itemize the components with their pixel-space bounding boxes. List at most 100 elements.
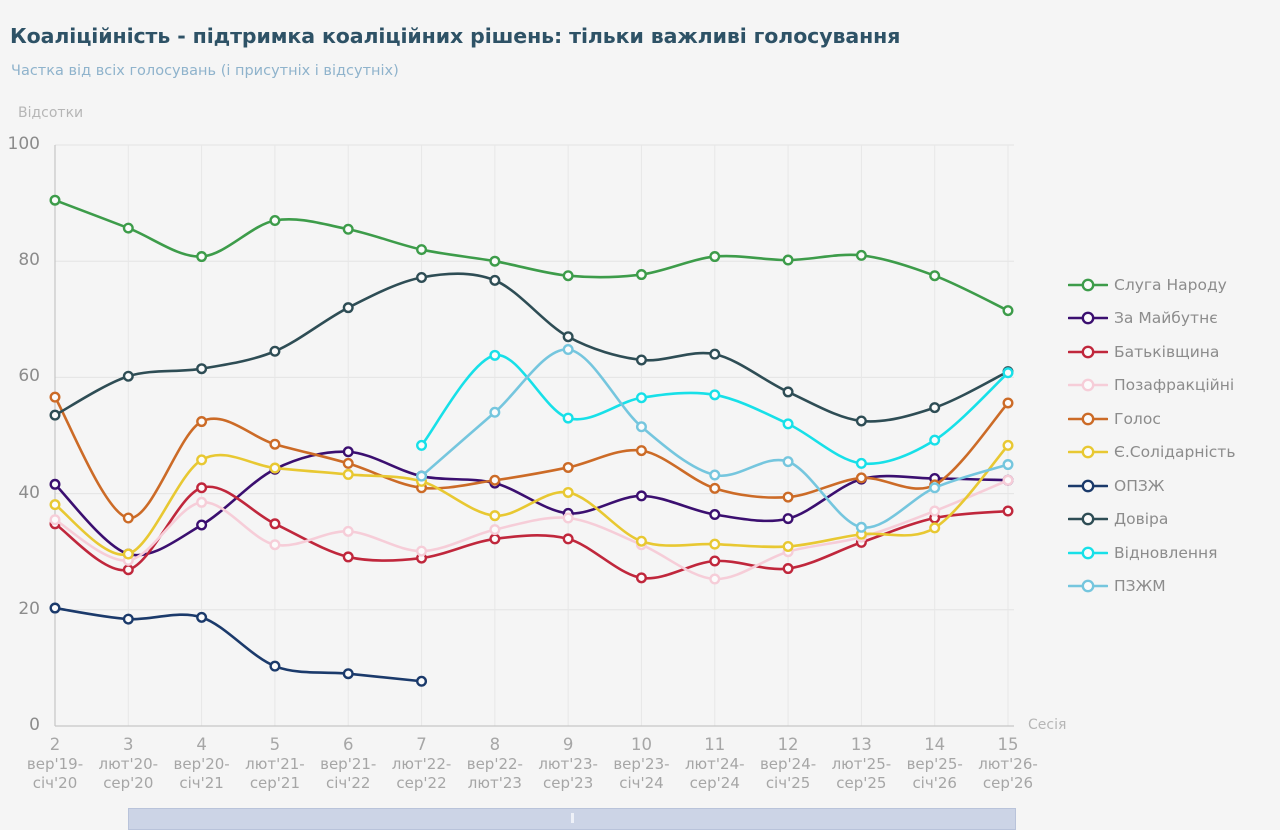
data-point-marker[interactable] xyxy=(635,572,647,584)
data-point-marker[interactable] xyxy=(49,391,61,403)
data-point-marker[interactable] xyxy=(196,496,208,508)
data-point-marker[interactable] xyxy=(782,491,794,503)
data-point-marker[interactable] xyxy=(416,271,428,283)
data-point-marker[interactable] xyxy=(196,251,208,263)
data-point-marker[interactable] xyxy=(782,254,794,266)
data-point-marker[interactable] xyxy=(709,251,721,263)
data-point-marker[interactable] xyxy=(635,535,647,547)
data-point-marker[interactable] xyxy=(782,386,794,398)
data-point-marker[interactable] xyxy=(929,270,941,282)
data-point-marker[interactable] xyxy=(342,302,354,314)
data-point-marker[interactable] xyxy=(342,551,354,563)
data-point-marker[interactable] xyxy=(49,514,61,526)
data-point-marker[interactable] xyxy=(635,421,647,433)
data-point-marker[interactable] xyxy=(855,415,867,427)
data-point-marker[interactable] xyxy=(269,345,281,357)
data-point-marker[interactable] xyxy=(196,416,208,428)
data-point-marker[interactable] xyxy=(709,469,721,481)
data-point-marker[interactable] xyxy=(122,548,134,560)
data-point-marker[interactable] xyxy=(635,392,647,404)
data-point-marker[interactable] xyxy=(1002,459,1014,471)
legend-item-9[interactable]: ПЗЖМ xyxy=(1067,570,1235,604)
data-point-marker[interactable] xyxy=(782,456,794,468)
data-point-marker[interactable] xyxy=(269,539,281,551)
data-point-marker[interactable] xyxy=(782,418,794,430)
data-point-marker[interactable] xyxy=(1002,505,1014,517)
data-point-marker[interactable] xyxy=(489,533,501,545)
data-point-marker[interactable] xyxy=(416,470,428,482)
data-point-marker[interactable] xyxy=(709,573,721,585)
data-point-marker[interactable] xyxy=(342,223,354,235)
data-point-marker[interactable] xyxy=(122,512,134,524)
data-point-marker[interactable] xyxy=(782,513,794,525)
data-point-marker[interactable] xyxy=(122,613,134,625)
data-point-marker[interactable] xyxy=(709,538,721,550)
data-point-marker[interactable] xyxy=(1002,397,1014,409)
data-point-marker[interactable] xyxy=(709,555,721,567)
data-point-marker[interactable] xyxy=(49,478,61,490)
data-point-marker[interactable] xyxy=(122,564,134,576)
legend-item-2[interactable]: Батьківщина xyxy=(1067,335,1235,369)
data-point-marker[interactable] xyxy=(489,510,501,522)
legend-item-4[interactable]: Голос xyxy=(1067,402,1235,436)
data-point-marker[interactable] xyxy=(122,222,134,234)
data-point-marker[interactable] xyxy=(196,454,208,466)
data-point-marker[interactable] xyxy=(269,438,281,450)
data-point-marker[interactable] xyxy=(269,215,281,227)
data-point-marker[interactable] xyxy=(562,486,574,498)
data-point-marker[interactable] xyxy=(489,349,501,361)
data-point-marker[interactable] xyxy=(196,519,208,531)
data-point-marker[interactable] xyxy=(196,363,208,375)
horizontal-scrollbar[interactable] xyxy=(128,808,1016,830)
data-point-marker[interactable] xyxy=(416,545,428,557)
data-point-marker[interactable] xyxy=(929,434,941,446)
data-point-marker[interactable] xyxy=(1002,439,1014,451)
data-point-marker[interactable] xyxy=(196,482,208,494)
data-point-marker[interactable] xyxy=(562,533,574,545)
data-point-marker[interactable] xyxy=(49,194,61,206)
data-point-marker[interactable] xyxy=(709,348,721,360)
data-point-marker[interactable] xyxy=(416,675,428,687)
data-point-marker[interactable] xyxy=(562,344,574,356)
data-point-marker[interactable] xyxy=(562,512,574,524)
legend-item-1[interactable]: За Майбутнє xyxy=(1067,302,1235,336)
data-point-marker[interactable] xyxy=(782,563,794,575)
data-point-marker[interactable] xyxy=(489,524,501,536)
data-point-marker[interactable] xyxy=(709,482,721,494)
data-point-marker[interactable] xyxy=(269,660,281,672)
data-point-marker[interactable] xyxy=(1002,474,1014,486)
data-point-marker[interactable] xyxy=(342,457,354,469)
data-point-marker[interactable] xyxy=(929,505,941,517)
legend-item-7[interactable]: Довіра xyxy=(1067,503,1235,537)
scrollbar-grip[interactable] xyxy=(571,813,574,823)
data-point-marker[interactable] xyxy=(489,274,501,286)
data-point-marker[interactable] xyxy=(635,269,647,281)
data-point-marker[interactable] xyxy=(342,525,354,537)
data-point-marker[interactable] xyxy=(1002,367,1014,379)
data-point-marker[interactable] xyxy=(269,518,281,530)
data-point-marker[interactable] xyxy=(196,611,208,623)
legend-item-0[interactable]: Слуга Народу xyxy=(1067,268,1235,302)
data-point-marker[interactable] xyxy=(635,445,647,457)
data-point-marker[interactable] xyxy=(1002,305,1014,317)
data-point-marker[interactable] xyxy=(489,474,501,486)
data-point-marker[interactable] xyxy=(489,255,501,267)
legend-item-6[interactable]: ОПЗЖ xyxy=(1067,469,1235,503)
data-point-marker[interactable] xyxy=(855,249,867,261)
data-point-marker[interactable] xyxy=(342,468,354,480)
data-point-marker[interactable] xyxy=(929,402,941,414)
data-point-marker[interactable] xyxy=(49,602,61,614)
legend-item-8[interactable]: Відновлення xyxy=(1067,536,1235,570)
data-point-marker[interactable] xyxy=(562,412,574,424)
data-point-marker[interactable] xyxy=(342,446,354,458)
data-point-marker[interactable] xyxy=(855,521,867,533)
data-point-marker[interactable] xyxy=(416,244,428,256)
data-point-marker[interactable] xyxy=(489,406,501,418)
data-point-marker[interactable] xyxy=(635,490,647,502)
data-point-marker[interactable] xyxy=(416,439,428,451)
data-point-marker[interactable] xyxy=(855,472,867,484)
data-point-marker[interactable] xyxy=(342,668,354,680)
data-point-marker[interactable] xyxy=(49,409,61,421)
data-point-marker[interactable] xyxy=(562,461,574,473)
data-point-marker[interactable] xyxy=(782,540,794,552)
